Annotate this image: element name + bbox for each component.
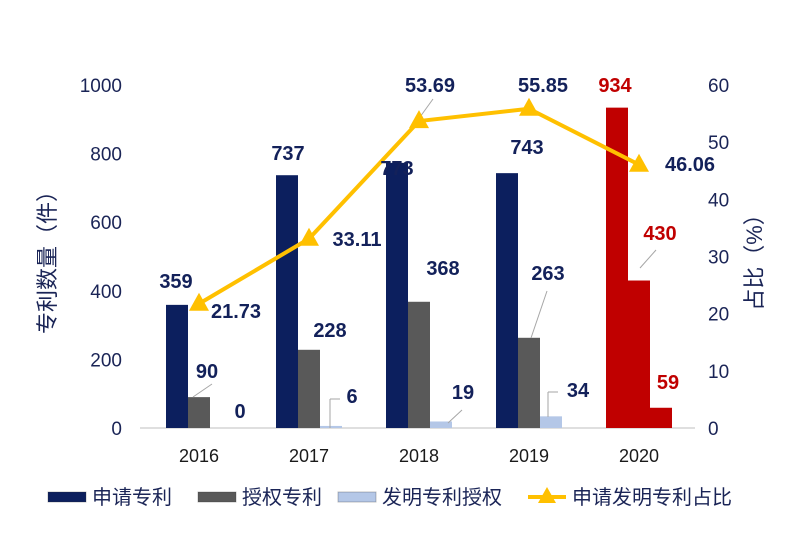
bar-0-2018	[386, 162, 408, 428]
legend-marker-icon	[538, 487, 556, 503]
y-tick-label: 800	[90, 145, 122, 166]
data-label-line: 21.73	[211, 301, 261, 323]
y2-tick-label: 30	[708, 248, 729, 269]
y-axis-title: 专利数量（件）	[35, 180, 60, 334]
leader-line	[530, 290, 548, 339]
bar-0-2016	[166, 304, 188, 428]
legend-swatch	[337, 491, 377, 503]
y2-axis-title: 占比（%）	[742, 203, 767, 311]
bar-2-2018	[430, 421, 452, 428]
data-label-bar1: 263	[531, 263, 564, 285]
data-label-bar1: 90	[196, 361, 218, 383]
data-label-bar2: 34	[567, 380, 590, 402]
data-label-line: 46.06	[665, 154, 715, 176]
leader-line	[192, 383, 213, 398]
line-marker-2019	[519, 97, 539, 116]
y2-tick-label: 20	[708, 305, 729, 326]
x-tick-label: 2017	[289, 446, 329, 466]
y-tick-label: 200	[90, 350, 122, 371]
y-tick-label: 0	[111, 419, 122, 440]
bar-0-2017	[276, 175, 298, 428]
bar-1-2018	[408, 301, 430, 428]
leader-line	[447, 409, 463, 424]
line-marker-2017	[299, 227, 319, 246]
data-label-bar1: 228	[313, 320, 346, 342]
legend-label: 申请专利	[92, 486, 172, 509]
bar-0-2020	[606, 107, 628, 428]
line-marker-2016	[189, 292, 209, 311]
x-tick-label: 2019	[509, 446, 549, 466]
y-tick-label: 1000	[80, 76, 122, 97]
legend-swatch	[47, 491, 87, 503]
data-label-line: 55.85	[518, 75, 568, 97]
data-label-bar2: 0	[234, 401, 245, 423]
y-tick-label: 400	[90, 282, 122, 303]
x-tick-label: 2018	[399, 446, 439, 466]
y2-tick-label: 10	[708, 362, 729, 383]
y2-tick-label: 40	[708, 190, 729, 211]
leader-line	[639, 249, 657, 269]
line-marker-2018	[409, 110, 429, 129]
data-label-bar2: 6	[346, 386, 357, 408]
bar-2-2017	[320, 425, 342, 428]
x-tick-label: 2020	[619, 446, 659, 466]
data-label-bar0: 773	[380, 158, 413, 180]
legend-label: 申请发明专利占比	[572, 486, 732, 509]
data-label-bar0: 737	[271, 143, 304, 165]
data-label-bar0: 743	[510, 137, 543, 159]
y2-tick-label: 0	[708, 419, 719, 440]
data-label-line: 33.11	[333, 229, 382, 251]
y2-tick-label: 60	[708, 76, 729, 97]
legend-label: 授权专利	[242, 486, 322, 509]
bar-2-2019	[540, 416, 562, 428]
bar-2-2020	[650, 407, 672, 428]
bar-0-2019	[496, 173, 518, 428]
data-label-bar0: 359	[159, 271, 192, 293]
legend-label: 发明专利授权	[382, 486, 502, 509]
data-label-bar1: 430	[643, 223, 676, 245]
data-label-bar2: 59	[657, 372, 679, 394]
legend-swatch	[197, 491, 237, 503]
data-label-bar2: 19	[452, 382, 474, 404]
bar-1-2016	[188, 397, 210, 428]
data-label-line: 53.69	[405, 75, 455, 97]
data-label-bar1: 368	[426, 258, 459, 280]
leader-line	[419, 98, 434, 118]
bar-1-2019	[518, 337, 540, 428]
x-tick-label: 2016	[179, 446, 219, 466]
line-marker-2020	[629, 153, 649, 172]
line-series	[197, 106, 640, 306]
bar-1-2020	[628, 280, 650, 428]
y2-tick-label: 50	[708, 133, 729, 154]
bar-1-2017	[298, 349, 320, 428]
data-label-bar0: 934	[598, 75, 632, 97]
y-tick-label: 600	[90, 213, 122, 234]
